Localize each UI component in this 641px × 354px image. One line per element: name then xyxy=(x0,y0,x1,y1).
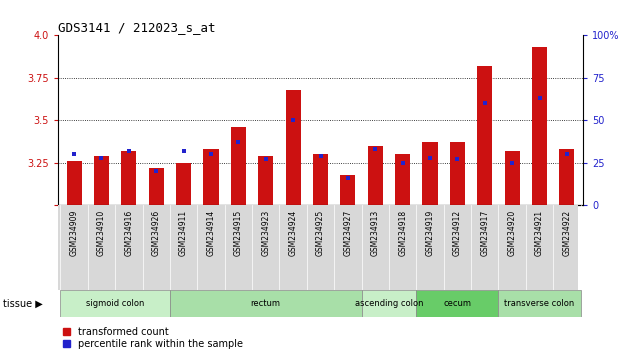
Bar xyxy=(176,163,191,205)
Point xyxy=(315,153,326,159)
Bar xyxy=(368,146,383,205)
Bar xyxy=(170,290,362,317)
Bar xyxy=(286,90,301,205)
Point xyxy=(288,118,298,123)
Point xyxy=(535,96,545,101)
Bar xyxy=(203,149,219,205)
Text: transverse colon: transverse colon xyxy=(504,299,574,308)
Point xyxy=(453,156,463,162)
Point xyxy=(343,175,353,181)
Point xyxy=(261,156,271,162)
Bar xyxy=(258,156,273,205)
Bar xyxy=(149,168,163,205)
Text: cecum: cecum xyxy=(444,299,471,308)
Point xyxy=(178,148,188,154)
Text: GSM234916: GSM234916 xyxy=(124,210,133,256)
Bar xyxy=(532,47,547,205)
Text: GSM234913: GSM234913 xyxy=(370,210,379,256)
Bar xyxy=(67,161,81,205)
Bar xyxy=(504,151,520,205)
Legend: transformed count, percentile rank within the sample: transformed count, percentile rank withi… xyxy=(63,327,243,349)
Bar xyxy=(395,154,410,205)
Point xyxy=(233,139,244,145)
Text: sigmoid colon: sigmoid colon xyxy=(86,299,144,308)
Text: GSM234910: GSM234910 xyxy=(97,210,106,256)
Text: ascending colon: ascending colon xyxy=(354,299,423,308)
Text: GSM234922: GSM234922 xyxy=(562,210,571,256)
Bar xyxy=(478,66,492,205)
Text: GSM234926: GSM234926 xyxy=(152,210,161,256)
Text: GSM234924: GSM234924 xyxy=(288,210,297,256)
Text: rectum: rectum xyxy=(251,299,281,308)
Bar xyxy=(313,154,328,205)
Text: GSM234925: GSM234925 xyxy=(316,210,325,256)
Text: GSM234923: GSM234923 xyxy=(262,210,271,256)
Point xyxy=(479,101,490,106)
Bar xyxy=(362,290,416,317)
Bar xyxy=(450,142,465,205)
Text: GSM234915: GSM234915 xyxy=(234,210,243,256)
Point xyxy=(124,148,134,154)
Bar xyxy=(60,290,170,317)
Point xyxy=(397,160,408,166)
Point xyxy=(562,152,572,157)
Point xyxy=(507,160,517,166)
Bar xyxy=(121,151,137,205)
Bar xyxy=(340,175,355,205)
Point xyxy=(370,147,380,152)
Text: GSM234918: GSM234918 xyxy=(398,210,407,256)
Point xyxy=(96,155,106,161)
Point xyxy=(206,152,216,157)
Text: GSM234921: GSM234921 xyxy=(535,210,544,256)
Point xyxy=(151,169,162,174)
Text: GSM234914: GSM234914 xyxy=(206,210,215,256)
Bar xyxy=(231,127,246,205)
Bar xyxy=(499,290,581,317)
Text: GSM234927: GSM234927 xyxy=(344,210,353,256)
Text: GSM234912: GSM234912 xyxy=(453,210,462,256)
Text: GSM234909: GSM234909 xyxy=(70,210,79,256)
Bar xyxy=(422,142,438,205)
Bar xyxy=(416,290,499,317)
Bar xyxy=(560,149,574,205)
Point xyxy=(69,152,79,157)
Text: GSM234919: GSM234919 xyxy=(426,210,435,256)
Text: GSM234911: GSM234911 xyxy=(179,210,188,256)
Text: tissue ▶: tissue ▶ xyxy=(3,298,43,309)
Text: GSM234917: GSM234917 xyxy=(480,210,489,256)
Point xyxy=(425,155,435,161)
Bar xyxy=(94,156,109,205)
Text: GSM234920: GSM234920 xyxy=(508,210,517,256)
Text: GDS3141 / 212023_s_at: GDS3141 / 212023_s_at xyxy=(58,21,215,34)
